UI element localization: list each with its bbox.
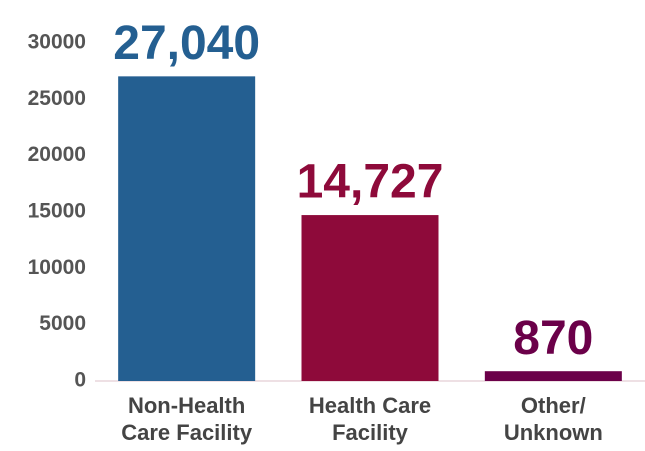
- value-label: 27,040: [113, 17, 260, 70]
- y-tick-label: 25000: [28, 87, 86, 110]
- y-tick-label: 30000: [28, 31, 86, 54]
- y-tick-label: 15000: [28, 200, 86, 223]
- y-tick-label: 10000: [28, 256, 86, 279]
- y-tick-label: 20000: [28, 143, 86, 166]
- x-tick-label: Other/ Unknown: [503, 393, 603, 445]
- bar: [484, 371, 622, 381]
- bar: [301, 215, 439, 381]
- value-label: 870: [513, 312, 593, 365]
- bar: [118, 76, 256, 381]
- value-label: 14,727: [297, 156, 444, 209]
- y-tick-label: 0: [74, 369, 86, 392]
- x-tick-label: Health Care Facility: [308, 393, 432, 445]
- x-tick-label: Non-Health Care Facility: [121, 393, 253, 445]
- y-tick-label: 5000: [39, 312, 86, 335]
